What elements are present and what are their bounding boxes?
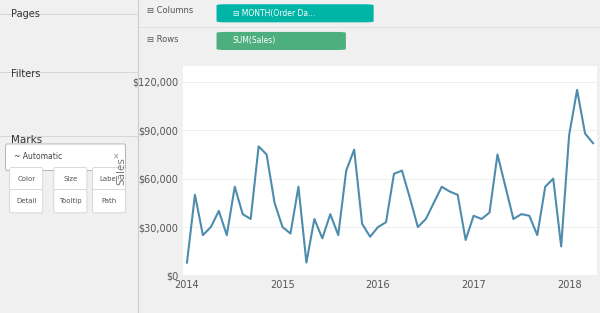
Text: Pages: Pages [11,9,40,19]
Text: Label: Label [100,176,118,182]
Text: ⊟ Rows: ⊟ Rows [147,35,179,44]
Text: SUM(Sales): SUM(Sales) [233,37,276,45]
Y-axis label: Sales: Sales [116,156,127,185]
FancyBboxPatch shape [92,189,125,213]
Text: Filters: Filters [11,69,40,79]
Text: Tooltip: Tooltip [59,198,82,204]
FancyBboxPatch shape [10,167,43,191]
FancyBboxPatch shape [54,167,87,191]
Text: Size: Size [63,176,77,182]
FancyBboxPatch shape [92,167,125,191]
FancyBboxPatch shape [10,189,43,213]
Text: Detail: Detail [16,198,37,204]
Text: ⊟ MONTH(Order Da...: ⊟ MONTH(Order Da... [233,8,315,18]
FancyBboxPatch shape [217,32,346,50]
FancyBboxPatch shape [54,189,87,213]
FancyBboxPatch shape [217,4,374,22]
Text: ×: × [113,152,119,161]
Text: Path: Path [101,198,116,204]
Text: ⊟ Columns: ⊟ Columns [147,6,193,15]
Text: Color: Color [17,176,35,182]
FancyBboxPatch shape [5,144,125,171]
Text: Marks: Marks [11,135,42,145]
Text: ~ Automatic: ~ Automatic [14,152,62,161]
